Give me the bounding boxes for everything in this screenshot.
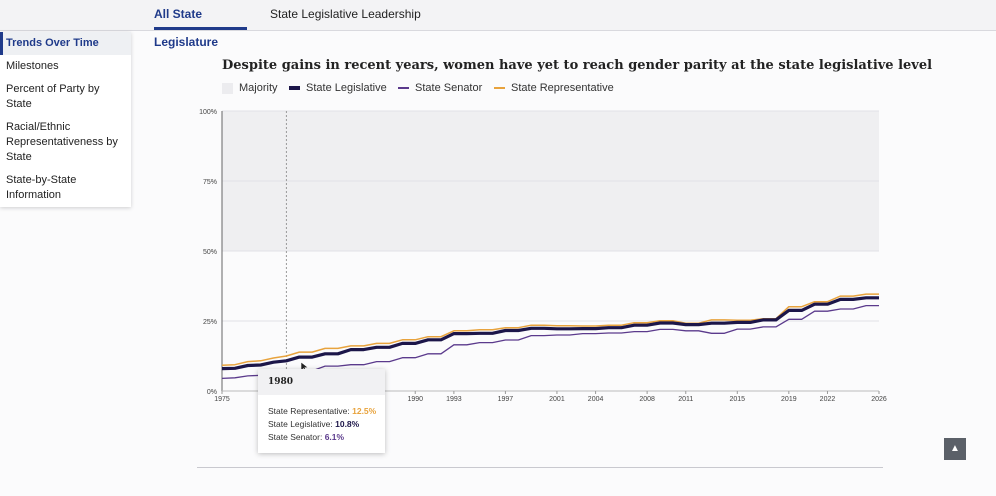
x-tick-label: 1975	[214, 396, 230, 403]
x-tick-label: 2015	[730, 396, 746, 403]
x-tick-label: 1997	[498, 396, 514, 403]
y-tick-label: 100%	[199, 109, 217, 116]
y-tick-label: 50%	[203, 249, 217, 256]
y-tick-label: 75%	[203, 179, 217, 186]
x-tick-label: 2001	[549, 396, 565, 403]
x-tick-label: 2011	[678, 396, 693, 403]
x-tick-label: 2004	[588, 396, 604, 403]
tab-all-state-legislature[interactable]: All State Legislature	[154, 0, 247, 49]
x-tick-label: 2022	[820, 396, 836, 403]
sidebar-item-percent-of-party[interactable]: Percent of Party by State	[6, 83, 100, 110]
legend-item-state-representative[interactable]: State Representative	[494, 82, 614, 94]
chart-title: Despite gains in recent years, women hav…	[222, 58, 933, 73]
x-tick-label: 2008	[639, 396, 655, 403]
legend-label-state-senator: State Senator	[415, 82, 483, 94]
legend-item-state-senator[interactable]: State Senator	[398, 82, 482, 94]
legend-item-majority[interactable]: Majority	[222, 82, 278, 94]
tab-state-legislative-leadership[interactable]: State Legislative Leadership	[270, 7, 421, 21]
sidebar-item-racial-ethnic[interactable]: Racial/Ethnic Representativeness by Stat…	[6, 121, 118, 163]
x-tick-label: 1993	[446, 396, 462, 403]
y-tick-label: 25%	[203, 319, 217, 326]
sidebar-item-trends-over-time[interactable]: Trends Over Time	[0, 32, 131, 55]
sidebar-item-state-by-state[interactable]: State-by-State Information	[6, 174, 77, 201]
chevron-up-icon: ▲	[950, 443, 960, 454]
tooltip-year: 1980	[258, 369, 385, 395]
tooltip-row-representative: State Representative: 12.5%	[268, 406, 377, 416]
legend-label-majority: Majority	[239, 82, 278, 94]
section-divider	[197, 467, 883, 468]
hover-tooltip: 1980 State Representative: 12.5% State L…	[258, 369, 385, 453]
back-to-top-button[interactable]: ▲	[944, 438, 966, 460]
series-line-state-legislative	[221, 296, 879, 371]
x-tick-label: 1990	[407, 396, 423, 403]
legend-item-state-legislative[interactable]: State Legislative	[289, 82, 387, 94]
legend-label-state-representative: State Representative	[511, 82, 614, 94]
x-tick-label: 2026	[871, 396, 887, 403]
series-line-state-senator	[221, 304, 879, 380]
tab-bar: All State Legislature State Legislative …	[0, 0, 996, 49]
tooltip-row-legislative: State Legislative: 10.8%	[268, 419, 360, 429]
legend-label-state-legislative: State Legislative	[306, 82, 387, 94]
x-tick-label: 2019	[781, 396, 797, 403]
sidebar-item-milestones[interactable]: Milestones	[6, 60, 59, 72]
sidebar-nav: Trends Over Time Milestones Percent of P…	[0, 32, 131, 207]
tooltip-row-senator: State Senator: 6.1%	[268, 432, 345, 442]
y-tick-label: 0%	[207, 389, 217, 396]
